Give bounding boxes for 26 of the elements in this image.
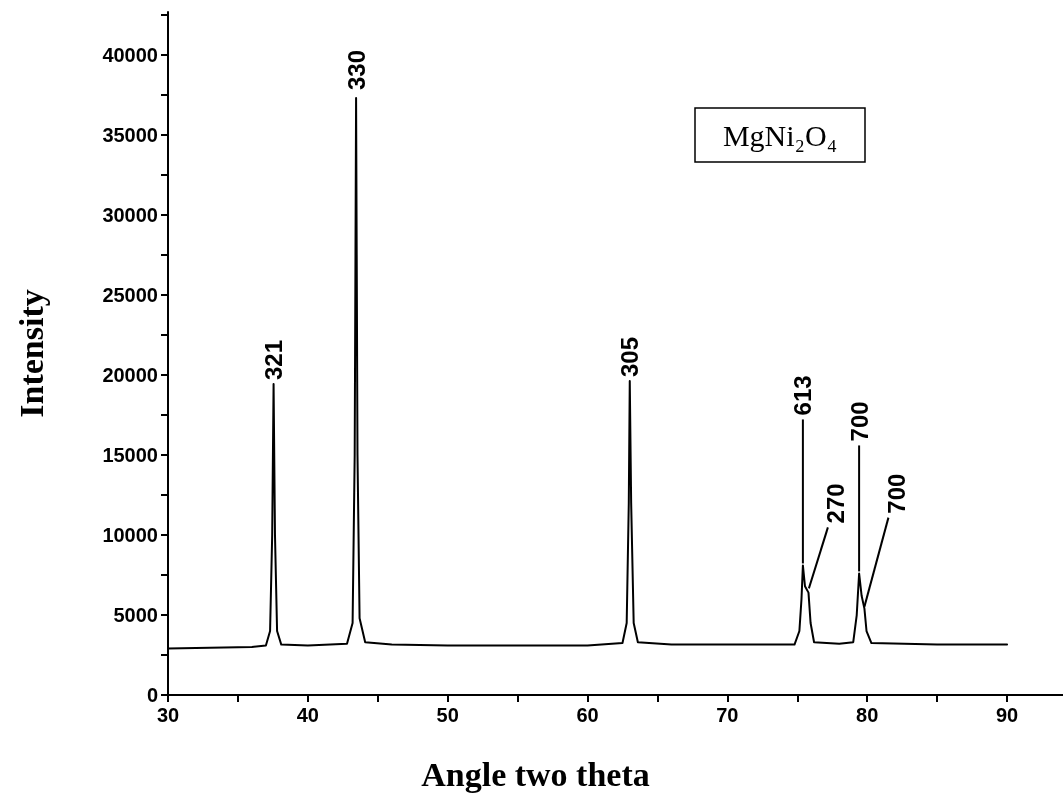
annotation: 305 <box>616 336 644 378</box>
y-axis-title: Intensity <box>12 289 50 418</box>
annotation: 321 <box>260 340 288 381</box>
y-tick-label: 15000 <box>102 444 158 467</box>
x-tick-label: 40 <box>296 704 319 726</box>
x-tick-label: 50 <box>436 704 459 726</box>
y-tick-label: 25000 <box>102 284 158 307</box>
y-tick-label: 40000 <box>102 44 158 67</box>
y-tick-label: 10000 <box>102 524 158 547</box>
y-tick-label: 0 <box>146 684 158 706</box>
y-tick-label: 30000 <box>102 204 158 227</box>
y-tick-label: 5000 <box>113 604 158 627</box>
x-tick-label: 90 <box>995 704 1019 726</box>
x-tick-label: 60 <box>576 704 599 726</box>
annotation: 330 <box>342 50 370 91</box>
annotation: 270 <box>822 483 850 524</box>
x-tick-label: 70 <box>716 704 739 726</box>
x-axis-title: Angle two theta <box>421 755 650 793</box>
y-tick-label: 35000 <box>102 124 158 147</box>
annotation: 700 <box>845 401 873 442</box>
annotation: 700 <box>882 473 910 514</box>
annotation: MgNi₂O₄ <box>722 118 838 152</box>
y-tick-label: 20000 <box>102 364 158 387</box>
x-tick-label: 30 <box>156 704 180 726</box>
x-tick-label: 80 <box>856 704 879 726</box>
annotation: 613 <box>789 375 817 416</box>
